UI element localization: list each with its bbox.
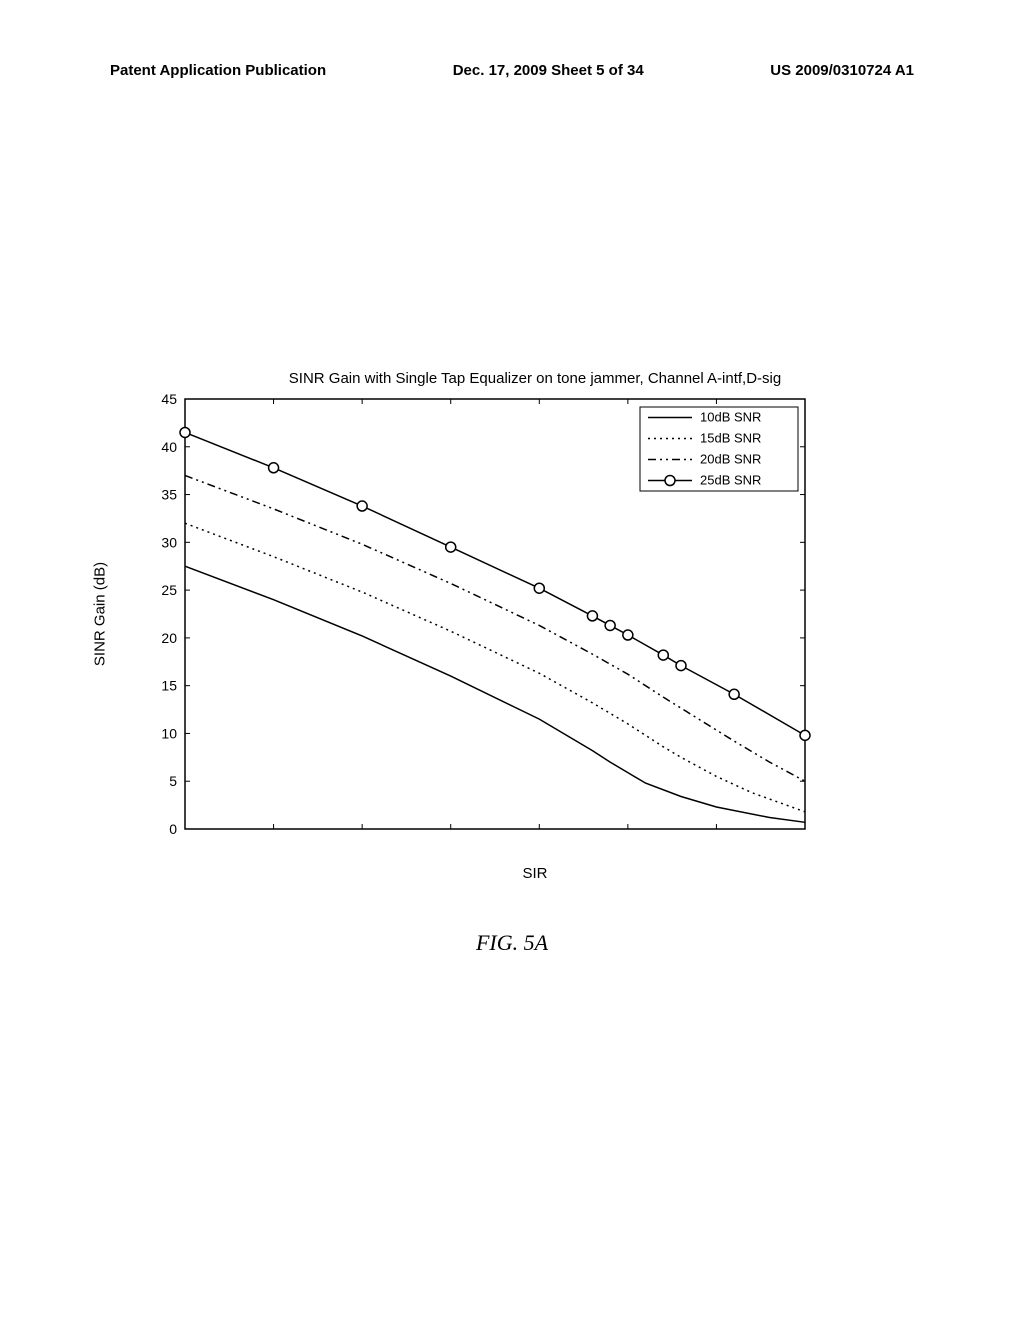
svg-text:5: 5 [624,836,632,837]
chart-svg: -20 -15 -10 -5 0 5 10 15 0 5 10 15 20 25 30 35 40 45 10dB … [130,391,815,837]
page-header: Patent Application Publication Dec. 17, … [0,62,1024,79]
svg-text:25dB SNR: 25dB SNR [700,473,761,488]
svg-text:-10: -10 [352,836,372,837]
svg-text:40: 40 [161,439,177,455]
plot-area: SINR Gain (dB) -20-15-10-505101505101520… [130,391,890,837]
svg-text:0: 0 [169,821,177,837]
svg-text:20dB SNR: 20dB SNR [700,452,761,467]
figure-caption: FIG. 5A [0,930,1024,956]
svg-text:15: 15 [797,836,813,837]
svg-text:15: 15 [161,678,177,694]
chart-container: SINR Gain with Single Tap Equalizer on t… [130,370,890,882]
svg-text:35: 35 [161,487,177,503]
svg-text:30: 30 [161,534,177,550]
svg-text:-5: -5 [444,836,457,837]
header-right: US 2009/0310724 A1 [770,62,914,79]
svg-text:45: 45 [161,391,177,407]
svg-text:0: 0 [535,836,543,837]
svg-text:10dB SNR: 10dB SNR [700,410,761,425]
svg-text:20: 20 [161,630,177,646]
svg-text:-15: -15 [263,836,283,837]
svg-text:10: 10 [709,836,725,837]
header-center: Dec. 17, 2009 Sheet 5 of 34 [453,62,644,79]
x-axis-label: SIR [180,865,890,882]
svg-text:-20: -20 [175,836,195,837]
svg-text:5: 5 [169,773,177,789]
y-axis-label: SINR Gain (dB) [92,562,109,666]
svg-text:10: 10 [161,725,177,741]
header-left: Patent Application Publication [110,62,326,79]
svg-text:15dB SNR: 15dB SNR [700,431,761,446]
chart-title: SINR Gain with Single Tap Equalizer on t… [180,370,890,387]
svg-text:25: 25 [161,582,177,598]
